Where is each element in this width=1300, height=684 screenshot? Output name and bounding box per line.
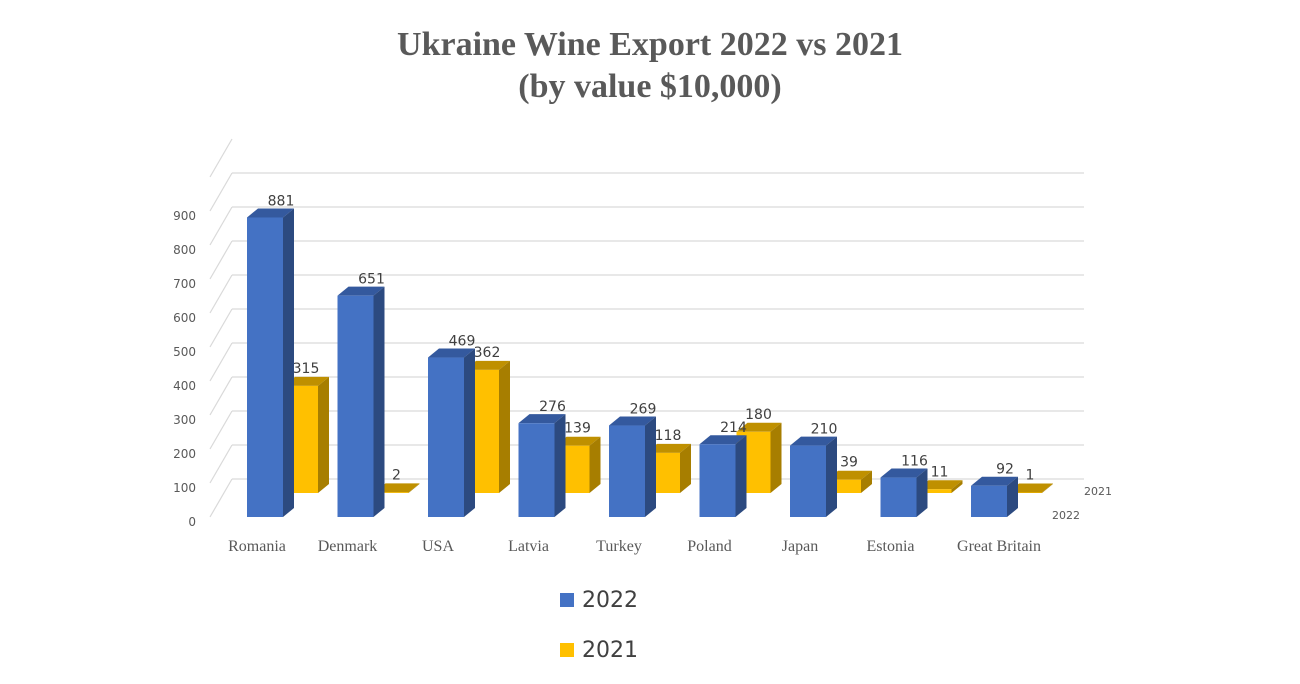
- legend-label-2022: 2022: [582, 587, 638, 613]
- y-tick-label: 300: [173, 413, 196, 427]
- depth-gridline: [209, 444, 233, 484]
- y-tick-label: 600: [173, 311, 196, 325]
- data-label-2021: 2: [392, 467, 401, 483]
- data-label-2021: 315: [293, 361, 320, 377]
- legend-label-2021: 2021: [582, 637, 638, 663]
- bar-2022-great-britain: [971, 476, 1018, 517]
- depth-gridline: [209, 206, 233, 246]
- y-tick-label: 200: [173, 447, 196, 461]
- data-label-2022: 276: [539, 399, 566, 415]
- data-label-2022: 651: [358, 272, 385, 288]
- data-label-2022: 116: [901, 454, 928, 470]
- bar-2022-japan: [790, 436, 837, 517]
- y-tick-label: 500: [173, 345, 196, 359]
- x-category-label: Estonia: [867, 538, 915, 555]
- chart-title-line2: (by value $10,000): [518, 68, 782, 105]
- x-category-label: Japan: [782, 538, 818, 555]
- legend-swatch-2022: [560, 593, 574, 607]
- depth-gridline: [209, 342, 233, 382]
- data-label-2021: 180: [745, 407, 772, 423]
- depth-gridline: [209, 478, 233, 518]
- depth-gridline: [209, 410, 233, 450]
- data-label-2022: 92: [996, 462, 1014, 478]
- chart-title-line1: Ukraine Wine Export 2022 vs 2021: [397, 26, 903, 63]
- series-axis-label-2022: 2022: [1052, 509, 1080, 522]
- data-label-2022: 881: [268, 193, 295, 209]
- data-label-2021: 362: [474, 345, 501, 361]
- bar-2022-estonia: [880, 468, 928, 517]
- x-category-label: Denmark: [318, 538, 378, 555]
- y-tick-label: 100: [173, 481, 196, 495]
- bar-2021-great-britain: [1008, 483, 1053, 493]
- bar-2021-estonia: [917, 480, 963, 493]
- y-tick-label: 900: [173, 209, 196, 223]
- bar-2022-romania: [247, 208, 294, 517]
- bar-2022-latvia: [518, 414, 566, 517]
- depth-gridline: [209, 172, 233, 212]
- data-label-2021: 139: [564, 421, 591, 437]
- depth-gridline: [209, 376, 233, 416]
- x-category-label: Great Britain: [957, 538, 1041, 555]
- chart-title: Ukraine Wine Export 2022 vs 2021 (by val…: [0, 24, 1300, 108]
- data-label-2021: 39: [840, 455, 858, 471]
- series-axis-label-2021: 2021: [1084, 485, 1112, 498]
- data-label-2021: 1: [1026, 468, 1035, 484]
- bar-2022-turkey: [609, 416, 656, 517]
- depth-gridline: [209, 240, 233, 280]
- x-category-label: USA: [422, 538, 454, 555]
- y-tick-label: 700: [173, 277, 196, 291]
- depth-gridline: [209, 138, 233, 178]
- data-label-2022: 214: [720, 420, 747, 436]
- legend-item-2022: 2022: [560, 584, 638, 616]
- y-tick-label: 800: [173, 243, 196, 257]
- data-label-2022: 269: [630, 402, 657, 418]
- data-label-2021: 11: [931, 464, 949, 480]
- depth-gridline: [209, 308, 233, 348]
- legend-item-2021: 2021: [560, 634, 638, 666]
- x-category-label: Turkey: [596, 538, 642, 555]
- depth-gridline: [209, 274, 233, 314]
- bar-2022-denmark: [337, 286, 385, 517]
- bar-2022-usa: [428, 348, 475, 517]
- bar-2021-latvia: [555, 436, 601, 493]
- legend-swatch-2021: [560, 643, 574, 657]
- y-tick-label: 400: [173, 379, 196, 393]
- x-category-label: Latvia: [508, 538, 549, 555]
- x-category-label: Poland: [687, 538, 731, 555]
- legend: 2022 2021: [560, 584, 638, 684]
- data-label-2022: 469: [449, 334, 476, 350]
- data-label-2022: 210: [811, 422, 838, 438]
- x-category-label: Romania: [228, 538, 286, 555]
- bar-2021-denmark: [374, 483, 420, 493]
- data-label-2021: 118: [655, 428, 682, 444]
- y-tick-label: 0: [188, 515, 196, 529]
- bar-2022-poland: [699, 435, 747, 517]
